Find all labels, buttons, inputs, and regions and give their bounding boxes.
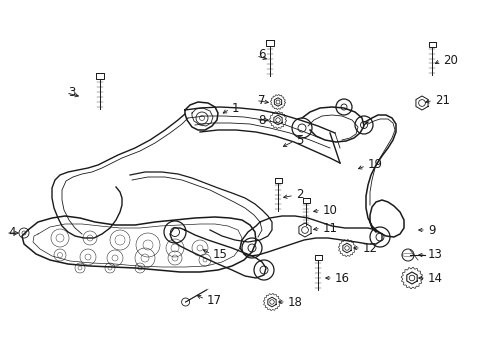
Text: 19: 19: [368, 158, 383, 171]
Text: 6: 6: [258, 49, 266, 62]
Text: 14: 14: [428, 271, 443, 284]
Text: 17: 17: [207, 293, 222, 306]
Text: 11: 11: [323, 221, 338, 234]
Text: 1: 1: [232, 102, 240, 114]
Text: 15: 15: [213, 248, 228, 261]
Text: 13: 13: [428, 248, 443, 261]
Text: 2: 2: [296, 189, 303, 202]
Text: 4: 4: [8, 226, 16, 239]
Text: 10: 10: [323, 203, 338, 216]
Text: 8: 8: [258, 113, 266, 126]
Text: 21: 21: [435, 94, 450, 107]
Text: 18: 18: [288, 296, 303, 309]
Text: 9: 9: [428, 224, 436, 237]
Text: 5: 5: [296, 134, 303, 147]
Text: 3: 3: [68, 85, 75, 99]
Text: 20: 20: [443, 54, 458, 67]
Text: 16: 16: [335, 271, 350, 284]
Text: 12: 12: [363, 242, 378, 255]
Text: 7: 7: [258, 94, 266, 107]
